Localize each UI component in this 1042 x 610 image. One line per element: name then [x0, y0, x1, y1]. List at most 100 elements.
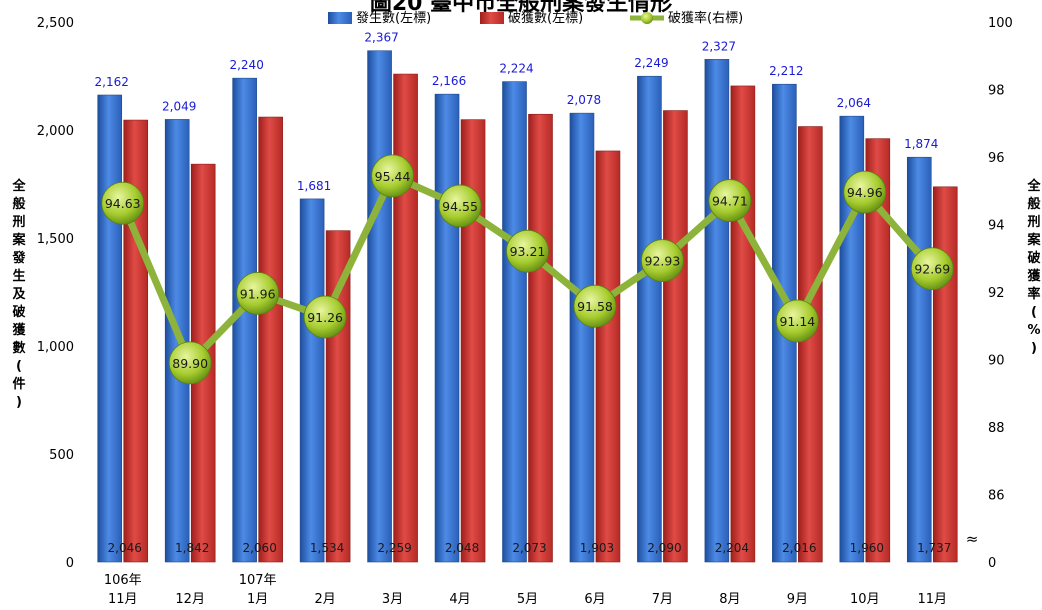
right-tick-label: 96: [988, 151, 1005, 166]
legend-swatch-solved: [480, 12, 504, 24]
left-tick-label: 500: [49, 448, 74, 463]
solved-value-label: 2,204: [715, 541, 749, 555]
occurrence-value-label: 2,249: [634, 56, 668, 70]
solved-bar: [595, 150, 621, 563]
x-tick-label-month: 8月: [719, 592, 740, 607]
rate-point: [641, 239, 684, 283]
chart-title: 圖20 臺中市全般刑案發生情形: [370, 0, 672, 16]
x-axis: 106年 11月 12月 107年 1月 2月 3月 4月 5月 6月 7月 8月 9月 10月 11月: [104, 573, 947, 607]
left-tick-label: 2,000: [37, 124, 74, 139]
rate-point: [371, 154, 414, 198]
rate-value-label: 91.58: [577, 299, 613, 314]
rate-point: [506, 229, 549, 273]
solved-value-label: 1,960: [850, 541, 884, 555]
rate-point: [843, 170, 887, 214]
solved-value-label: 1,737: [917, 541, 951, 555]
solved-bar: [325, 230, 351, 563]
rate-point: [573, 284, 617, 328]
right-axis-label: 全般刑案破獲率(%): [1027, 179, 1041, 356]
rate-value-label: 94.71: [712, 194, 748, 209]
left-tick-label: 1,000: [37, 340, 74, 355]
solved-bar: [932, 186, 958, 563]
legend: 發生數(左標) 破獲數(左標) 破獲率(右標): [328, 10, 743, 26]
right-tick-label: 100: [988, 16, 1013, 31]
x-tick-label-month: 7月: [652, 592, 673, 607]
occurrence-value-label: 1,681: [297, 179, 331, 193]
occurrence-bar: [434, 93, 460, 563]
rate-point: [168, 341, 212, 385]
x-tick-label-month: 4月: [449, 592, 470, 607]
left-axis-label: 全般刑案發生及破獲數(件): [12, 179, 26, 410]
value-labels: 2,162 2,046 2,049 1,842 2,240 2,060 1,681 1,534…: [95, 31, 952, 555]
rate-point: [910, 247, 954, 291]
occurrence-value-label: 2,212: [769, 64, 803, 78]
solved-bar: [663, 110, 688, 563]
right-axis: 86 88 90 92 94 96 98 100 0 ≈: [966, 16, 1013, 571]
right-tick-label: 94: [988, 219, 1005, 234]
occurrence-value-label: 2,162: [95, 75, 129, 89]
left-tick-label: 0: [66, 556, 74, 571]
right-tick-label: 98: [988, 84, 1005, 99]
solved-value-label: 2,016: [782, 541, 816, 555]
bars: [97, 50, 958, 563]
occurrence-value-label: 2,049: [162, 99, 196, 113]
x-tick-label-month: 6月: [584, 592, 605, 607]
solved-value-label: 1,842: [175, 541, 209, 555]
occurrence-value-label: 2,240: [229, 58, 263, 72]
rate-value-label: 91.26: [307, 310, 343, 325]
rate-value-label: 92.69: [914, 262, 950, 277]
solved-bar: [258, 116, 283, 563]
left-tick-label: 1,500: [37, 232, 74, 247]
rate-point: [303, 295, 347, 339]
occurrence-value-label: 2,367: [364, 31, 398, 45]
occurrence-bar: [637, 75, 662, 563]
solved-value-label: 2,046: [108, 541, 142, 555]
rate-value-label: 94.55: [442, 199, 478, 214]
solved-value-label: 2,060: [242, 541, 276, 555]
rate-value-label: 94.63: [105, 196, 141, 211]
occurrence-bar: [232, 77, 257, 563]
x-tick-label-year: 107年: [239, 573, 277, 588]
solved-value-label: 2,048: [445, 541, 479, 555]
occurrence-bar: [704, 59, 730, 563]
right-tick-label: 86: [988, 489, 1005, 504]
rate-value-label: 91.14: [779, 314, 815, 329]
rate-point: [708, 179, 752, 222]
x-tick-label-month: 2月: [314, 592, 335, 607]
solved-bar: [528, 113, 553, 563]
rate-point: [775, 299, 819, 343]
occurrence-bar: [502, 81, 527, 563]
legend-label-solved: 破獲數(左標): [508, 11, 583, 26]
rate-value-label: 94.96: [847, 185, 883, 200]
rate-point: [101, 181, 145, 225]
solved-value-label: 1,903: [580, 541, 614, 555]
occurrence-value-label: 2,166: [432, 74, 466, 88]
rate-value-label: 89.90: [172, 356, 208, 371]
solved-bar: [798, 126, 823, 563]
solved-value-label: 2,073: [512, 541, 546, 555]
left-tick-label: 2,500: [37, 16, 74, 31]
x-tick-label-month: 10月: [850, 592, 880, 607]
occurrence-value-label: 2,064: [837, 96, 871, 110]
legend-swatch-occurrence: [328, 12, 352, 24]
x-tick-label-month: 11月: [108, 592, 138, 607]
solved-value-label: 2,259: [377, 541, 411, 555]
solved-value-label: 2,090: [647, 541, 681, 555]
rate-value-label: 95.44: [375, 169, 411, 184]
left-axis: 0 500 1,000 1,500 2,000 2,500: [37, 16, 74, 571]
legend-label-occurrence: 發生數(左標): [356, 11, 431, 26]
rate-point: [236, 271, 280, 315]
x-tick-label-month: 11月: [917, 592, 947, 607]
legend-marker-rate: [641, 12, 653, 24]
solved-value-label: 1,534: [310, 541, 344, 555]
rate-value-label: 93.21: [510, 244, 546, 259]
rate-value-label: 91.96: [240, 286, 276, 301]
occurrence-bar: [367, 50, 392, 563]
x-tick-label-year: 106年: [104, 573, 142, 588]
rate-point: [438, 184, 482, 228]
x-tick-label-month: 1月: [247, 592, 268, 607]
occurrence-value-label: 2,327: [702, 39, 736, 53]
right-tick-label: 90: [988, 354, 1005, 369]
rate-line: 94.63 89.90 91.96 91.26 95.44 94.55 93.21 91.58…: [101, 154, 954, 385]
